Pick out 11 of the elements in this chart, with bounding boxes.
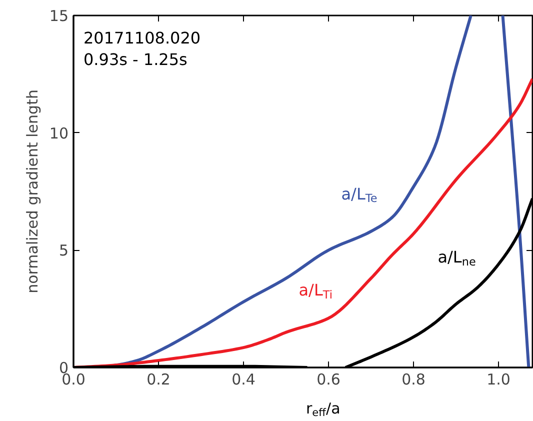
annotation: 20171108.020 (84, 28, 201, 48)
x-tick-label: 1.0 (486, 370, 510, 388)
x-tick-label: 0.2 (146, 370, 170, 388)
x-tick-label: 0.8 (402, 370, 426, 388)
y-tick-label: 10 (49, 124, 69, 142)
y-tick-label: 5 (58, 242, 69, 260)
x-tick-label: 0.6 (316, 370, 340, 388)
y-axis-title: normalized gradient length (23, 90, 42, 294)
annotation: 0.93s - 1.25s (84, 50, 188, 69)
y-tick-label: 15 (49, 7, 69, 25)
x-tick-label: 0.4 (232, 370, 256, 388)
